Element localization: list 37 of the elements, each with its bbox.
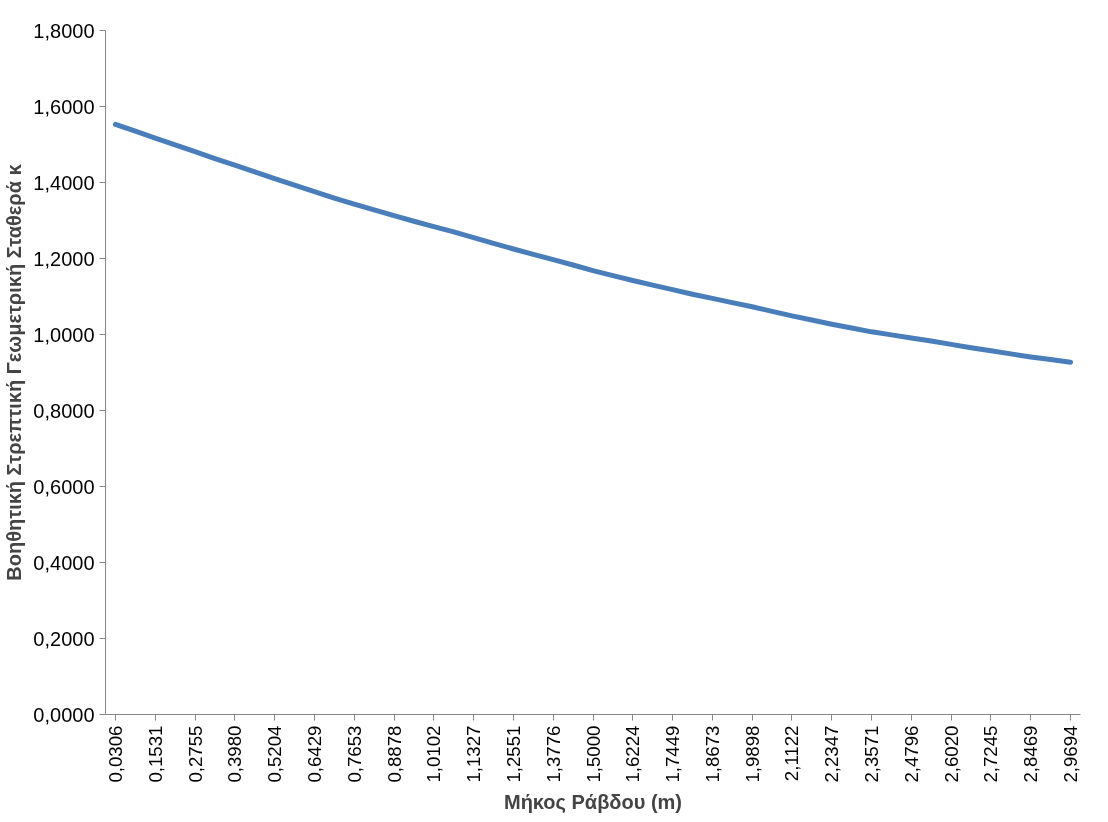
y-tick-label: 1,4000	[33, 171, 95, 194]
x-tick-label: 0,8878	[383, 725, 405, 783]
y-tick-label: 0,2000	[33, 627, 95, 650]
y-tick-label: 1,8000	[33, 19, 95, 42]
x-tick-label: 2,3571	[861, 725, 883, 783]
x-tick-label: 0,3980	[224, 725, 246, 783]
y-tick-label: 0,4000	[33, 551, 95, 574]
x-tick-label: 1,6224	[622, 725, 644, 783]
x-tick-label: 1,7449	[662, 725, 684, 783]
x-tick-label: 2,9694	[1060, 725, 1082, 783]
x-tick-label: 0,2755	[184, 725, 206, 783]
x-tick-label: 1,1327	[463, 725, 485, 783]
x-tick-label: 1,0102	[423, 725, 445, 783]
x-tick-label: 1,9898	[741, 725, 763, 783]
y-tick-label: 0,6000	[33, 475, 95, 498]
x-tick-label: 2,7245	[980, 725, 1002, 783]
y-tick-label: 1,6000	[33, 95, 95, 118]
x-tick-label: 2,2347	[821, 725, 843, 783]
x-tick-label: 0,6429	[303, 725, 325, 783]
x-tick-label: 1,8673	[701, 725, 723, 783]
x-tick-label: 0,5204	[264, 725, 286, 783]
y-axis-title: Βοηθητική Στρεπτική Γεωμετρική Σταθερά κ	[3, 163, 26, 581]
x-tick-label: 1,3776	[542, 725, 564, 783]
x-tick-label: 2,8469	[1020, 725, 1042, 783]
x-tick-label: 0,7653	[343, 725, 365, 783]
y-tick-label: 1,2000	[33, 247, 95, 270]
y-tick-label: 0,0000	[33, 703, 95, 726]
x-tick-label: 1,2551	[502, 725, 524, 783]
x-tick-label: 0,0306	[104, 725, 126, 783]
x-tick-label: 2,6020	[940, 725, 962, 783]
y-tick-label: 0,8000	[33, 399, 95, 422]
x-tick-label: 0,1531	[144, 725, 166, 783]
x-tick-label: 1,5000	[582, 725, 604, 783]
x-tick-label: 2,4796	[900, 725, 922, 783]
x-axis-title: Μήκος Ράβδου (m)	[503, 790, 683, 813]
y-tick-label: 1,0000	[33, 323, 95, 346]
x-tick-label: 2,1122	[781, 725, 803, 782]
